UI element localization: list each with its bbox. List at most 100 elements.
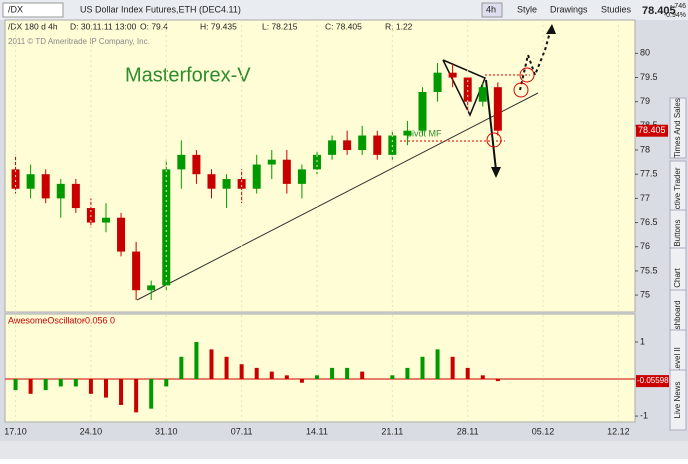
osc-bar	[360, 371, 365, 380]
y-tick-label: 78	[640, 144, 650, 154]
side-tab-label[interactable]: Level II	[673, 347, 682, 373]
osc-panel	[4, 313, 636, 423]
circle	[486, 132, 502, 148]
osc-bar	[465, 367, 470, 380]
arrow-down	[485, 79, 497, 171]
osc-bar	[209, 349, 214, 380]
candle-body	[192, 154, 201, 175]
y-tick-label: -1	[640, 410, 648, 420]
x-tick-label: 21.11	[381, 426, 403, 436]
candle-body	[267, 159, 276, 165]
osc-bar	[435, 349, 440, 380]
x-tick-label: 12.12	[607, 426, 630, 436]
osc-bar	[284, 375, 289, 380]
osc-value: -0.056	[82, 315, 108, 325]
side-tab-label[interactable]: Dashboard	[673, 300, 682, 339]
x-tick-label: 05.12	[532, 426, 555, 436]
y-tick-label: 79	[640, 96, 650, 106]
candle-body	[433, 72, 442, 93]
osc-bar	[43, 379, 48, 391]
osc-bar	[450, 356, 455, 380]
candle-body	[312, 154, 321, 170]
style-btn[interactable]: Style	[517, 4, 537, 14]
y-tick-label: 1	[640, 336, 645, 346]
x-tick-label: 28.11	[457, 426, 479, 436]
side-tab-label[interactable]: Chart	[673, 267, 682, 287]
side-tab-label[interactable]: Live News	[673, 382, 682, 419]
osc-bar	[420, 356, 425, 380]
candle-body	[101, 217, 110, 223]
side-tab-label[interactable]: Big Buttons	[673, 220, 682, 261]
studies-btn[interactable]: Studies	[601, 4, 632, 14]
circle	[513, 82, 529, 98]
y-tick-label: 79.5	[640, 72, 658, 82]
osc-bar	[73, 379, 78, 387]
candle-body	[358, 135, 367, 151]
candle-body	[207, 174, 216, 189]
drawings-btn[interactable]: Drawings	[550, 4, 588, 14]
osc-bar	[134, 379, 139, 413]
y-tick-label: 80	[640, 48, 650, 58]
info-item: R: 1.22	[385, 21, 413, 31]
info-item: H: 79.435	[200, 21, 237, 31]
osc-title: AwesomeOscillator	[8, 315, 85, 325]
side-tab-label[interactable]: Times And Sales	[673, 98, 682, 158]
candle-body	[493, 87, 502, 131]
candle-body	[71, 183, 80, 209]
osc-marker	[636, 375, 669, 388]
osc-bar	[224, 356, 229, 380]
osc-bar	[390, 375, 395, 380]
pivot-label: pivot MF	[407, 128, 442, 138]
osc-bar	[149, 379, 154, 409]
osc-bar	[239, 364, 244, 380]
candle-body	[418, 92, 427, 131]
candle-body	[26, 174, 35, 189]
osc-bar	[405, 367, 410, 380]
info-item: D: 30.11.11 13:00	[70, 21, 137, 31]
candle-body	[297, 169, 306, 184]
candle-body	[177, 154, 186, 170]
candle-body	[132, 251, 141, 291]
timeframe-btn[interactable]	[481, 2, 503, 18]
side-tab[interactable]	[669, 97, 687, 159]
scroll-bar[interactable]	[0, 441, 688, 459]
side-tab-label[interactable]: Active Trader	[673, 167, 682, 214]
symbol-box[interactable]	[2, 2, 64, 18]
osc-bar	[299, 379, 304, 383]
candle-body	[343, 140, 352, 151]
osc-extra: 0	[110, 315, 115, 325]
osc-bar	[345, 367, 350, 380]
price-marker	[636, 124, 668, 137]
candle-body	[222, 179, 231, 189]
candle-body	[448, 72, 457, 78]
osc-bar	[375, 379, 380, 380]
osc-bar	[88, 379, 93, 394]
y-tick-label: 77	[640, 193, 650, 203]
change-pct: -0.94%	[664, 12, 686, 19]
osc-bar	[103, 379, 108, 398]
info-item: /DX 180 d 4h	[8, 21, 58, 31]
candle-body	[328, 140, 337, 155]
osc-bar	[254, 367, 259, 380]
timeframe[interactable]: 4h	[486, 4, 496, 14]
osc-bar	[480, 375, 485, 380]
osc-bar	[269, 371, 274, 380]
osc-bar	[179, 356, 184, 380]
candle-body	[463, 77, 472, 102]
candle-body	[478, 87, 487, 102]
osc-bar	[119, 379, 124, 405]
copyright: 2011 © TD Ameritrade IP Company, Inc.	[8, 37, 150, 46]
y-tick-label: 76	[640, 241, 650, 251]
osc-marker-label: -0.05598	[637, 376, 669, 385]
candle-body	[282, 159, 291, 184]
side-tab[interactable]	[669, 369, 687, 431]
info-item: O: 79.4	[140, 21, 168, 31]
osc-bar	[164, 379, 169, 387]
y-tick-label: 77.5	[640, 169, 658, 179]
change: -.746	[670, 3, 686, 10]
x-tick-label: 14.11	[306, 426, 328, 436]
symbol[interactable]: /DX	[8, 4, 23, 14]
candle-body	[41, 174, 50, 199]
